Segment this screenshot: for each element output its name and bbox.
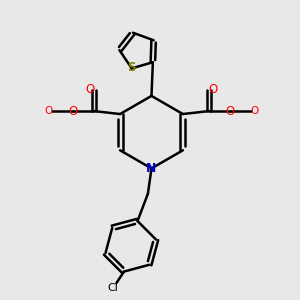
Text: S: S: [128, 61, 136, 74]
Text: N: N: [146, 162, 157, 175]
Text: O: O: [68, 105, 77, 118]
Text: O: O: [250, 106, 258, 116]
Text: O: O: [226, 105, 235, 118]
Text: O: O: [45, 106, 53, 116]
Text: Cl: Cl: [107, 283, 118, 293]
Text: O: O: [85, 83, 95, 96]
Text: O: O: [208, 83, 218, 96]
